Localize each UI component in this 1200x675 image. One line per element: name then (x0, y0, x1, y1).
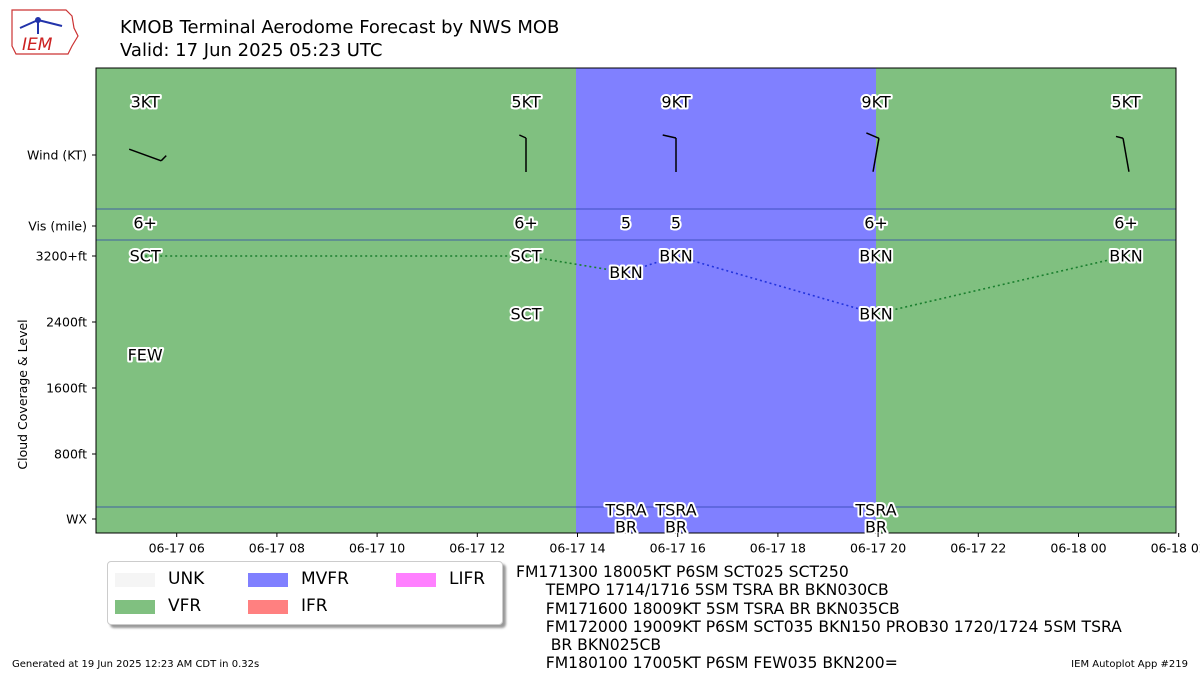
cloud-cover-label: BKN (659, 247, 692, 266)
legend-swatch (248, 573, 288, 587)
category-band-vfr (96, 68, 576, 533)
legend-swatch (248, 600, 288, 614)
wind-barb-feather (662, 134, 677, 139)
y-tick-label: 3200+ft (36, 249, 87, 264)
iem-logo: IEM (11, 9, 79, 55)
y-tick-label: WX (66, 512, 87, 527)
taf-line: BR BKN025CB (516, 636, 662, 655)
x-tick-label: 06-18 02 (1151, 541, 1200, 556)
x-tick-label: 06-17 12 (449, 541, 505, 556)
cloud-cover-label: BKN (609, 263, 642, 282)
cloud-trend-line (145, 255, 627, 274)
legend-label: IFR (301, 596, 328, 616)
taf-timeline-chart: 3KT 5KT 9KT 9KT 5KT 6+ 6+ 5 5 6+ 6+ SCT FEW SCT SCT BKN… (15, 67, 1200, 556)
app-credit: IEM Autoplot App #219 (1071, 659, 1188, 670)
taf-line: FM171300 18005KT P6SM SCT025 SCT250 (516, 563, 849, 581)
wind-barb (1115, 135, 1130, 172)
plot-frame (95, 67, 1177, 534)
legend-swatch (115, 600, 155, 614)
x-tick-label: 06-17 14 (549, 541, 605, 556)
x-tick-label: 06-17 10 (349, 541, 405, 556)
legend-label: UNK (168, 569, 205, 589)
weather-label: TSRA (854, 501, 896, 520)
cloud-cover-label: SCT (130, 247, 161, 266)
visibility-label: 5 (621, 214, 631, 233)
y-tick-label: Wind (KT) (27, 148, 87, 163)
wind-barb (866, 132, 880, 172)
legend-label: MVFR (301, 569, 349, 589)
iem-logo-text: IEM (22, 35, 53, 55)
x-tick-label: 06-17 18 (750, 541, 806, 556)
y-tick-label: 1600ft (46, 381, 87, 396)
wind-barb-half-feather (519, 134, 527, 139)
legend-swatch (396, 573, 436, 587)
chart-title: KMOB Terminal Aerodome Forecast by NWS M… (120, 17, 560, 38)
weather-label: BR (865, 518, 887, 537)
visibility-label: 6+ (514, 214, 538, 233)
wind-barb-shaft (128, 148, 162, 162)
weather-label: BR (665, 518, 687, 537)
visibility-label: 5 (671, 214, 681, 233)
weather-label: TSRA (604, 501, 646, 520)
chart-subtitle: Valid: 17 Jun 2025 05:23 UTC (120, 40, 383, 61)
x-tick-label: 06-18 00 (1050, 541, 1106, 556)
wind-barb-half-feather (1115, 135, 1124, 139)
visibility-label: 6+ (864, 214, 888, 233)
cloud-cover-label: BKN (1109, 247, 1142, 266)
cloud-cover-label: SCT (510, 304, 541, 323)
wind-barb (519, 134, 527, 172)
cloud-cover-label: FEW (128, 346, 163, 365)
wind-barb-feather (866, 132, 880, 139)
legend-swatch (115, 573, 155, 587)
cloud-trend-line (625, 255, 877, 315)
wind-speed-label: 3KT (131, 93, 160, 112)
x-tick-label: 06-17 06 (149, 541, 205, 556)
cloud-cover-label: SCT (510, 247, 541, 266)
generated-note: Generated at 19 Jun 2025 12:23 AM CDT in… (12, 659, 260, 670)
wind-speed-label: 5KT (511, 93, 540, 112)
taf-line: FM172000 19009KT P6SM SCT035 BKN150 PROB… (516, 617, 1122, 636)
visibility-label: 6+ (133, 214, 157, 233)
wind-speed-label: 9KT (861, 93, 890, 112)
wind-barb-shaft (1122, 138, 1130, 172)
y-tick-label: Vis (mile) (28, 219, 87, 234)
legend-label: VFR (168, 596, 202, 616)
x-tick-label: 06-17 08 (249, 541, 305, 556)
wind-barb-half-feather (160, 155, 167, 162)
x-tick-label: 06-17 16 (650, 541, 706, 556)
wind-barb-shaft (872, 138, 880, 172)
x-tick-label: 06-17 20 (850, 541, 906, 556)
legend-label: LIFR (449, 569, 486, 589)
category-band-mvfr (576, 68, 876, 533)
cloud-cover-label: BKN (859, 304, 892, 323)
taf-line: FM180100 17005KT P6SM FEW035 BKN200= (516, 654, 898, 673)
wind-speed-label: 9KT (661, 93, 690, 112)
y-tick-label: 800ft (54, 447, 87, 462)
legend: UNK VFR MVFR IFR LIFR (107, 561, 503, 625)
wind-barb (128, 148, 167, 162)
y-axis-label: Cloud Coverage & Level (15, 319, 30, 469)
taf-line: TEMPO 1714/1716 5SM TSRA BR BKN030CB (516, 581, 889, 600)
category-band-vfr (876, 68, 1176, 533)
visibility-label: 6+ (1114, 214, 1138, 233)
weather-label: BR (615, 518, 637, 537)
weather-label: TSRA (654, 501, 696, 520)
cloud-cover-label: BKN (859, 247, 892, 266)
y-tick-label: 2400ft (46, 315, 87, 330)
raw-taf-text: FM171300 18005KT P6SM SCT025 SCT250 TEMP… (516, 563, 1122, 673)
x-tick-label: 06-17 22 (950, 541, 1006, 556)
wind-barb (662, 134, 677, 172)
taf-line: FM171600 18009KT 5SM TSRA BR BKN035CB (516, 599, 900, 618)
wind-speed-label: 5KT (1111, 93, 1140, 112)
